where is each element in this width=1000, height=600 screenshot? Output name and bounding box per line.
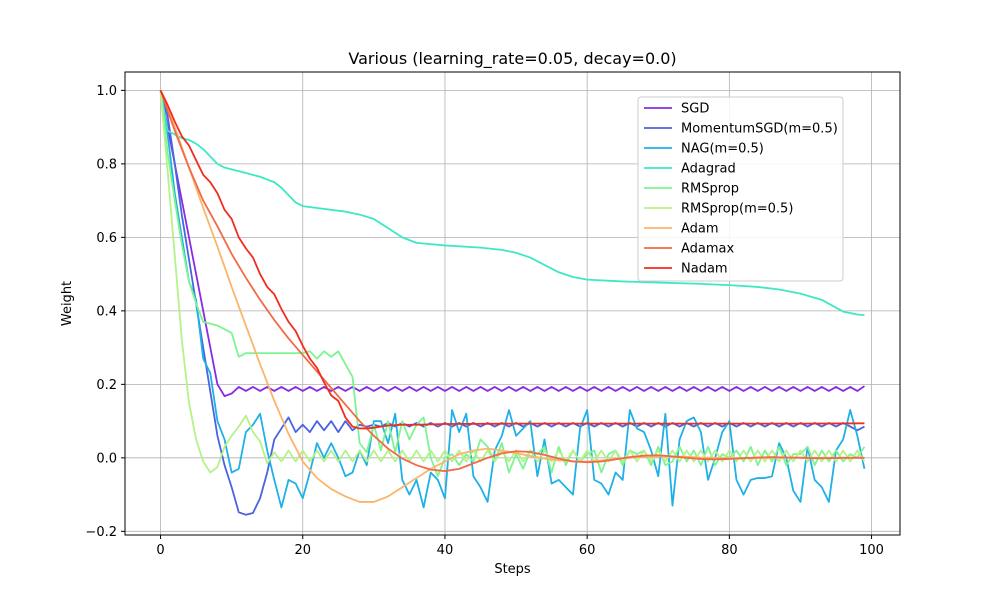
y-tick-label: 0.6 [96, 231, 117, 246]
y-tick-label: 0.2 [96, 378, 117, 393]
legend-label: RMSprop(m=0.5) [681, 202, 793, 217]
series-line-adagrad [159, 90, 865, 317]
series-line-nadam [159, 89, 865, 430]
y-tick-label: 0.8 [96, 157, 117, 172]
y-tick-label: 0.4 [96, 304, 117, 319]
x-tick-label: 80 [721, 543, 738, 558]
legend-label: NAG(m=0.5) [681, 142, 764, 157]
legend-label: Nadam [681, 262, 728, 277]
legend-label: Adam [681, 222, 719, 237]
legend-label: Adamax [681, 242, 735, 257]
legend-box [637, 96, 844, 282]
x-tick-label: 60 [579, 543, 596, 558]
legend-label: SGD [681, 102, 709, 117]
legend: SGD MomentumSGD(m=0.5) NAG(m=0.5) Adagrad RM… [637, 96, 844, 282]
x-tick-label: 40 [437, 543, 454, 558]
x-tick-label: 20 [294, 543, 311, 558]
axes-frame [124, 71, 901, 536]
axis-ticks: 0 20 40 60 80 100 −0.2 0.0 0.2 0.4 0.6 0.8 1.0 [85, 84, 884, 558]
series-line-adamax [159, 90, 865, 472]
x-tick-label: 100 [859, 543, 884, 558]
legend-label: RMSprop [681, 182, 739, 197]
y-axis-label: Weight [60, 281, 75, 326]
x-axis-label: Steps [494, 562, 531, 577]
legend-label: MomentumSGD(m=0.5) [681, 122, 838, 137]
y-tick-label: −0.2 [85, 525, 117, 540]
grid [125, 72, 900, 535]
chart-title: Various (learning_rate=0.05, decay=0.0) [348, 49, 676, 69]
plot-area [159, 89, 866, 516]
y-tick-label: 0.0 [96, 451, 117, 466]
y-tick-label: 1.0 [96, 84, 117, 99]
x-tick-label: 0 [156, 543, 164, 558]
series-line-rmsprop [159, 90, 866, 478]
series-line-sgd [159, 90, 865, 397]
series-line-rmsprop-m-0-5 [159, 90, 866, 474]
legend-label: Adagrad [681, 162, 736, 177]
